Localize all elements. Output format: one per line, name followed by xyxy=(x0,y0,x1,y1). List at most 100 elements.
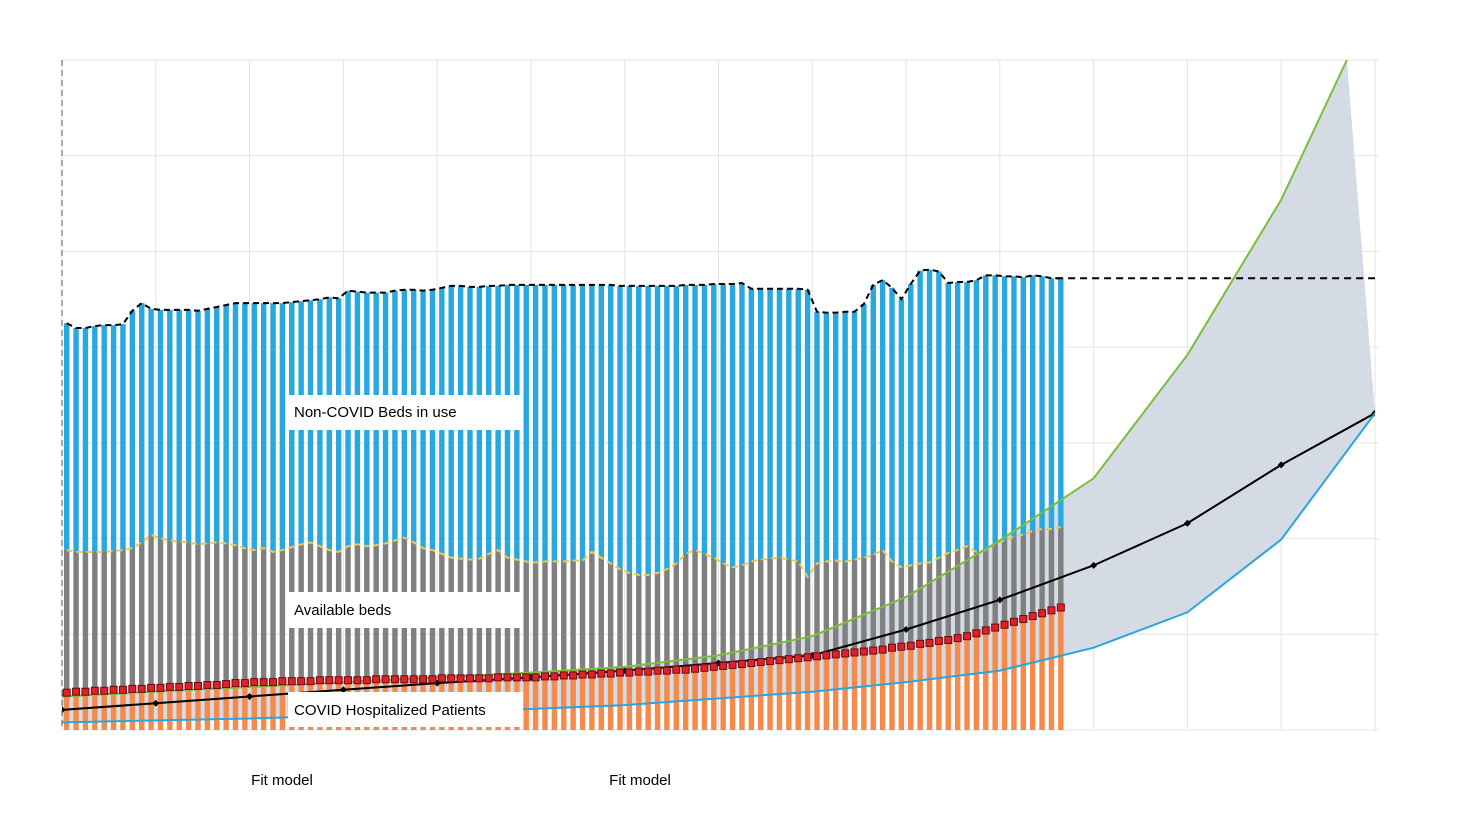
point-marker xyxy=(372,675,381,684)
bar-segment xyxy=(833,560,839,655)
point-marker xyxy=(419,675,428,684)
model-line xyxy=(62,60,1348,698)
point-marker xyxy=(1009,617,1018,626)
bar-segment xyxy=(692,284,698,551)
bar-segment xyxy=(551,284,558,562)
point-marker xyxy=(794,654,803,663)
bar-segment xyxy=(1029,616,1036,730)
point-marker xyxy=(1056,603,1065,612)
bar-segment xyxy=(1048,278,1055,529)
bar-segment xyxy=(561,675,567,730)
bar-segment xyxy=(795,288,801,562)
bar-segment xyxy=(101,551,107,691)
point-marker xyxy=(1019,614,1028,623)
bar-segment xyxy=(270,682,276,730)
bar-segment xyxy=(776,557,783,661)
point-marker xyxy=(1038,609,1047,618)
bar-segment xyxy=(617,285,623,570)
bar-segment xyxy=(138,688,145,730)
bar-segment xyxy=(260,548,267,683)
bar-segment xyxy=(73,551,79,692)
bar-segment xyxy=(636,285,642,575)
point-marker xyxy=(297,677,306,686)
bar-segment xyxy=(242,548,248,684)
bar-segment xyxy=(204,685,211,730)
bar-segment xyxy=(92,326,98,552)
projection-band xyxy=(62,60,1375,723)
bar-segment xyxy=(926,269,933,563)
bar-segment xyxy=(232,545,239,684)
bar-segment xyxy=(786,659,792,730)
bar-segment xyxy=(1039,529,1045,614)
point-marker xyxy=(175,682,184,691)
bar-segment xyxy=(1048,610,1055,730)
bar-segment xyxy=(561,284,567,562)
bar-segment xyxy=(167,309,173,541)
point-marker xyxy=(1000,620,1009,629)
point-marker xyxy=(250,678,259,687)
point-marker xyxy=(503,673,512,682)
point-marker xyxy=(184,681,193,690)
bar-segment xyxy=(185,542,192,686)
bar-segment xyxy=(908,565,914,646)
annotation: Fit model xyxy=(251,772,313,789)
bar-segment xyxy=(748,561,755,663)
point-marker xyxy=(569,671,578,680)
point-marker xyxy=(353,676,362,685)
bar-segment xyxy=(148,534,154,688)
point-marker xyxy=(147,683,156,692)
bar-segment xyxy=(223,684,229,730)
bar-segment xyxy=(870,554,876,651)
point-marker xyxy=(222,680,231,689)
bar-segment xyxy=(195,310,201,545)
point-marker xyxy=(953,634,962,643)
bar-segment xyxy=(63,323,70,551)
bar-segment xyxy=(523,284,529,562)
bar-segment xyxy=(954,550,961,639)
bar-segment xyxy=(232,683,239,730)
bar-segment xyxy=(92,551,98,691)
point-marker xyxy=(991,623,1000,632)
label-box xyxy=(288,592,523,628)
bar-segment xyxy=(964,636,970,730)
point-marker xyxy=(634,667,643,676)
bar-segment xyxy=(279,681,286,730)
bar-segment xyxy=(739,283,745,566)
point-marker xyxy=(934,636,943,645)
point-marker xyxy=(334,676,343,685)
point-marker xyxy=(756,658,765,667)
point-marker xyxy=(193,681,202,690)
bar-segment xyxy=(936,271,942,558)
point-marker xyxy=(109,685,118,694)
point-marker xyxy=(775,656,784,665)
line-marker xyxy=(339,686,347,694)
point-marker xyxy=(203,681,212,690)
point-marker xyxy=(550,672,559,681)
bar-segment xyxy=(110,551,117,690)
bar-segment xyxy=(542,284,548,562)
point-marker xyxy=(616,668,625,677)
point-marker xyxy=(381,675,390,684)
bar-segment xyxy=(954,282,961,551)
bar-segment xyxy=(279,550,286,682)
bar-segment xyxy=(214,542,220,686)
point-marker xyxy=(100,686,109,695)
point-marker xyxy=(212,681,221,690)
bar-segment xyxy=(176,309,182,542)
bar-segment xyxy=(129,688,136,730)
bar-segment xyxy=(561,561,567,676)
bar-segment xyxy=(711,283,717,558)
bar-segment xyxy=(129,310,136,549)
point-marker xyxy=(137,684,146,693)
bar-segment xyxy=(270,551,276,683)
point-marker xyxy=(831,650,840,659)
bar-segment xyxy=(945,283,951,553)
bar-segment xyxy=(110,325,117,552)
point-marker xyxy=(156,683,165,692)
point-marker xyxy=(728,660,737,669)
point-marker xyxy=(841,649,850,658)
bar-segment xyxy=(110,689,117,730)
bar-segment xyxy=(664,569,670,671)
point-marker xyxy=(62,688,71,697)
